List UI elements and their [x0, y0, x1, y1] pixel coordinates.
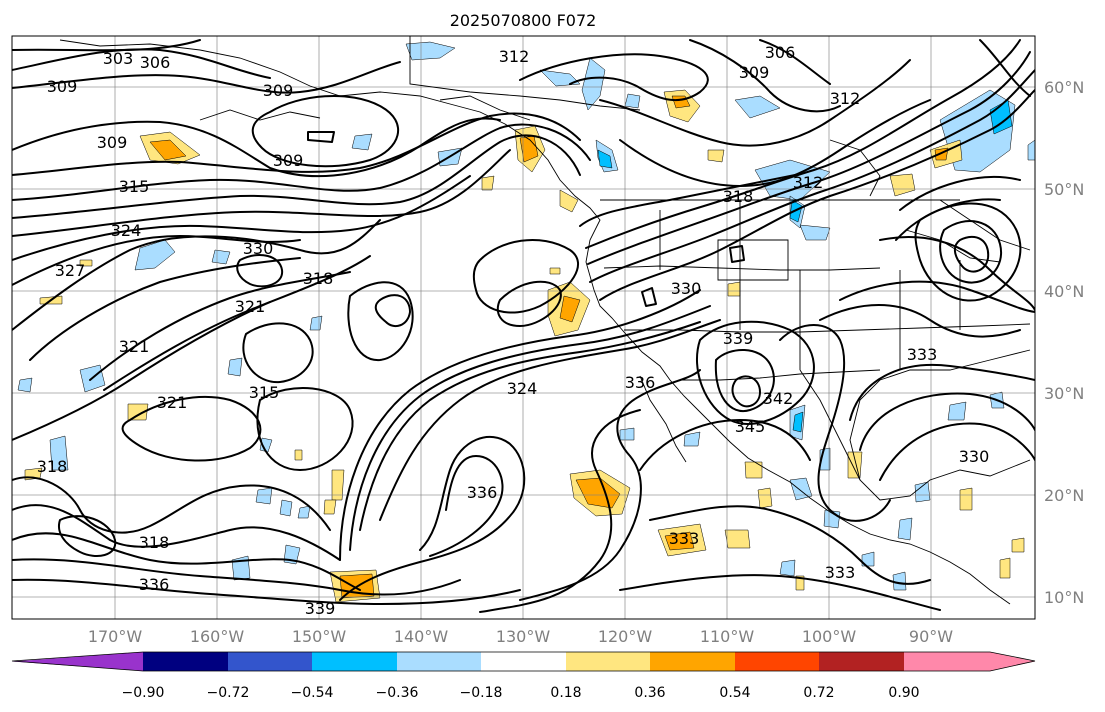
contour-label: 345 — [735, 417, 766, 436]
contour-label: 327 — [55, 261, 86, 280]
colorbar-bin — [481, 652, 566, 671]
map-panel: 303 306 309 309 309 306 309 312 312 309 … — [12, 36, 1035, 619]
lon-label: 160°W — [190, 627, 245, 646]
lat-label: 20°N — [1044, 486, 1084, 505]
lat-label: 50°N — [1044, 180, 1084, 199]
colorbar-tick-label: −0.72 — [207, 685, 250, 701]
colorbar-bin — [228, 652, 312, 671]
lon-label: 100°W — [802, 627, 857, 646]
lat-label: 40°N — [1044, 282, 1084, 301]
contour-label: 333 — [825, 563, 856, 582]
lon-label: 110°W — [700, 627, 755, 646]
colorbar-tick-label: −0.54 — [291, 685, 334, 701]
colorbar-bin — [904, 652, 990, 671]
contour-label: 321 — [235, 297, 266, 316]
colorbar-tick-label: −0.90 — [122, 685, 165, 701]
contour-label: 321 — [157, 393, 188, 412]
contour-label: 321 — [119, 337, 150, 356]
map-title: 2025070800 F072 — [450, 11, 597, 30]
colorbar-tick-label: 0.54 — [719, 685, 750, 701]
lon-label: 150°W — [292, 627, 347, 646]
contour-label: 339 — [305, 599, 336, 618]
contour-label: 318 — [723, 187, 754, 206]
colorbar-extend-low — [12, 652, 143, 671]
colorbar-bin — [819, 652, 904, 671]
map-frame — [11, 35, 1036, 620]
colorbar-tick-label: −0.18 — [460, 685, 503, 701]
contour-label: 309 — [273, 151, 304, 170]
colorbar-tick-label: 0.72 — [803, 685, 834, 701]
colorbar-tick-label: 0.90 — [888, 685, 919, 701]
contour-label: 312 — [793, 173, 824, 192]
contour-label: 330 — [243, 239, 274, 258]
lon-label: 130°W — [496, 627, 551, 646]
colorbar-tick-label: −0.36 — [376, 685, 419, 701]
contour-label: 306 — [765, 43, 796, 62]
colorbar-extend-high — [990, 652, 1035, 671]
contour-label: 333 — [907, 345, 938, 364]
contour-label: 309 — [97, 133, 128, 152]
longitude-labels: 170°W 160°W 150°W 140°W 130°W 120°W 110°… — [88, 627, 953, 646]
colorbar-tick-labels: −0.90 −0.72 −0.54 −0.36 −0.18 0.18 0.36 … — [122, 685, 920, 701]
contour-label: 324 — [507, 379, 538, 398]
colorbar-bin — [735, 652, 819, 671]
lon-label: 140°W — [394, 627, 449, 646]
contour-labels: 303 306 309 309 309 306 309 312 312 309 … — [37, 43, 990, 618]
contour-label: 342 — [763, 389, 794, 408]
lat-label: 60°N — [1044, 78, 1084, 97]
contour-label: 339 — [723, 329, 754, 348]
colorbar: −0.90 −0.72 −0.54 −0.36 −0.18 0.18 0.36 … — [11, 651, 1036, 701]
colorbar-bin — [650, 652, 735, 671]
contour-label: 303 — [103, 49, 134, 68]
colorbar-bin — [143, 652, 228, 671]
lon-label: 90°W — [909, 627, 953, 646]
contour-label: 318 — [37, 457, 68, 476]
contour-label: 333 — [669, 529, 700, 548]
contour-label: 336 — [625, 373, 656, 392]
contour-label: 312 — [499, 47, 530, 66]
contour-label: 309 — [739, 63, 770, 82]
lat-label: 10°N — [1044, 588, 1084, 607]
lon-label: 170°W — [88, 627, 143, 646]
latitude-labels: 60°N 50°N 40°N 30°N 20°N 10°N — [1044, 78, 1084, 607]
contours — [12, 39, 1035, 613]
contour-label: 330 — [959, 447, 990, 466]
contour-label: 336 — [467, 483, 498, 502]
contour-label: 306 — [140, 53, 171, 72]
contour-label: 330 — [671, 279, 702, 298]
lat-label: 30°N — [1044, 384, 1084, 403]
colorbar-tick-label: 0.36 — [634, 685, 665, 701]
contour-label: 324 — [111, 221, 142, 240]
contour-label: 315 — [119, 177, 150, 196]
contour-label: 318 — [303, 269, 334, 288]
colorbar-tick-label: 0.18 — [550, 685, 581, 701]
colorbar-bin — [397, 652, 481, 671]
colorbar-bin — [312, 652, 397, 671]
colorbar-bin — [566, 652, 650, 671]
contour-label: 318 — [139, 533, 170, 552]
contour-label: 336 — [139, 575, 170, 594]
contour-label: 309 — [263, 81, 294, 100]
colorbar-bins — [12, 652, 1035, 671]
contour-label: 315 — [249, 383, 280, 402]
contour-label: 312 — [830, 89, 861, 108]
contour-label: 309 — [47, 77, 78, 96]
coastlines — [59, 36, 1031, 605]
lon-label: 120°W — [598, 627, 653, 646]
colorbar-outline — [11, 651, 1036, 672]
